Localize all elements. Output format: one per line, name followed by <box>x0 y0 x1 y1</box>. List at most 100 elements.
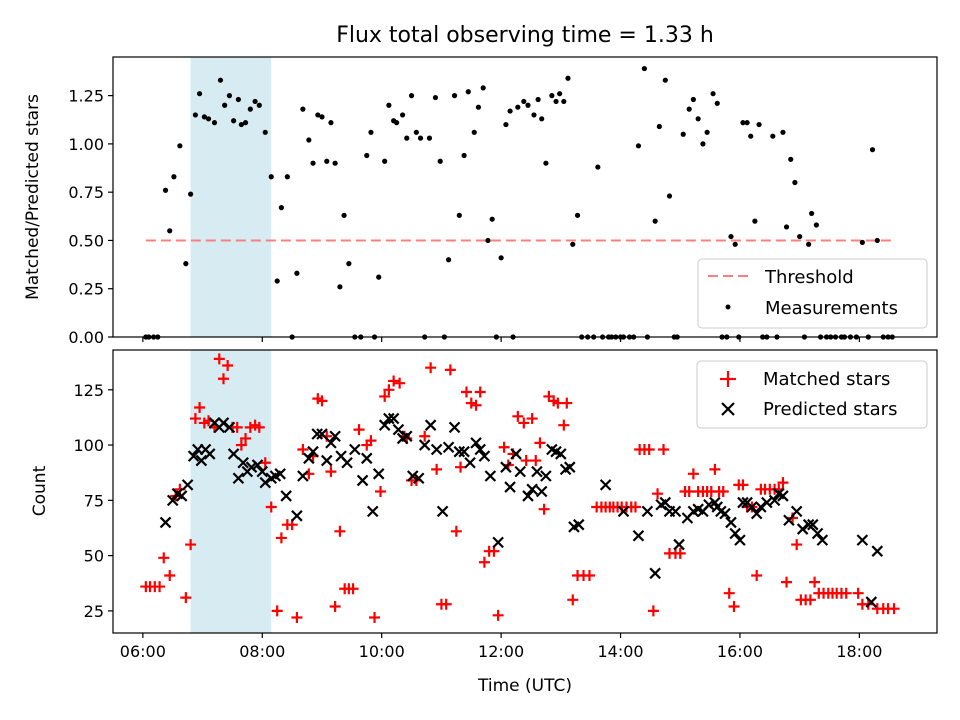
predicted-star-marker <box>378 419 391 431</box>
measurement-point <box>408 93 415 99</box>
predicted-star-marker <box>500 461 512 473</box>
measurement-point <box>680 131 686 137</box>
predicted-star-marker <box>251 459 264 471</box>
measurement-point <box>515 104 521 110</box>
predicted-star-marker <box>790 505 803 518</box>
predicted-star-marker <box>311 428 323 440</box>
measurement-point <box>465 89 471 95</box>
y-tick-label: 1.00 <box>68 135 104 154</box>
matched-star-marker <box>518 417 530 429</box>
matched-star-marker <box>291 612 303 624</box>
measurement-point <box>294 270 300 276</box>
x-tick-label: 08:00 <box>239 642 285 661</box>
matched-star-marker <box>222 359 234 371</box>
matched-star-marker <box>450 525 462 537</box>
predicted-star-marker <box>181 479 194 491</box>
measurement-point <box>859 239 865 245</box>
measurement-point <box>748 133 754 139</box>
measurement-point <box>792 179 798 186</box>
measurement-point <box>278 205 284 211</box>
matched-star-marker <box>375 486 387 497</box>
top-highlight-span <box>190 57 272 337</box>
measurement-point <box>226 93 233 99</box>
matched-star-marker <box>231 421 243 433</box>
bottom-panel: 25 50 75 100 125 06:00 08:00 10:00 12:00 14:00 16… <box>30 349 938 696</box>
matched-star-marker <box>567 594 579 606</box>
measurement-point <box>740 120 746 126</box>
matched-star-marker <box>583 570 595 582</box>
matched-star-marker <box>297 443 309 455</box>
bottom-legend: Matched stars Predicted stars <box>696 360 928 429</box>
predicted-star-marker <box>159 516 172 529</box>
measurement-point <box>574 212 581 218</box>
bottom-x-axis: 06:00 08:00 10:00 12:00 14:00 16:00 18:00 <box>120 633 882 661</box>
measurement-point <box>417 135 424 141</box>
y-tick-label: 0.50 <box>68 231 104 250</box>
measurement-point <box>445 257 452 263</box>
measurement-point <box>565 75 571 81</box>
predicted-star-marker <box>729 527 741 540</box>
measurement-point <box>770 133 776 139</box>
measurement-point <box>162 187 169 193</box>
measurement-point <box>183 261 189 267</box>
measurement-point <box>315 112 321 118</box>
matched-star-marker <box>388 375 400 387</box>
measurement-point <box>752 218 758 224</box>
predicted-star-marker <box>802 518 815 531</box>
matched-star-marker <box>512 410 524 422</box>
top-axes-frame <box>112 56 938 338</box>
matched-star-marker <box>347 583 359 595</box>
measurement-point <box>432 94 439 101</box>
matched-star-marker <box>440 598 452 610</box>
measurement-point <box>666 193 673 199</box>
x-tick-label: 06:00 <box>120 642 166 661</box>
matched-star-marker <box>717 486 729 497</box>
matched-star-marker <box>498 441 510 453</box>
matched-star-marker <box>737 479 749 491</box>
measurement-point <box>485 237 491 244</box>
measurement-point <box>256 102 262 108</box>
bottom-y-axis-label: Count <box>30 465 50 516</box>
measurement-point <box>376 274 382 280</box>
measurement-point <box>167 228 173 234</box>
matched-star-marker <box>369 612 381 624</box>
matched-star-marker <box>394 377 406 389</box>
measurement-point <box>399 112 406 118</box>
measurement-point <box>461 152 467 159</box>
y-tick-label: 25 <box>84 602 104 621</box>
matched-star-marker <box>558 419 570 431</box>
measurement-point <box>235 96 241 103</box>
measurement-point <box>324 158 330 164</box>
predicted-star-marker <box>504 481 516 493</box>
measurement-point <box>806 241 812 247</box>
matched-star-marker <box>275 532 287 544</box>
matched-star-marker <box>629 501 641 513</box>
predicted-star-marker <box>418 439 431 451</box>
measurement-point <box>561 98 567 105</box>
y-tick-label: 50 <box>84 547 104 566</box>
matched-star-marker <box>534 437 546 449</box>
matched-star-marker <box>777 477 789 489</box>
predicted-star-marker <box>329 430 341 443</box>
measurement-point <box>788 156 794 162</box>
measurement-point <box>744 120 750 126</box>
matched-star-marker <box>379 390 391 402</box>
matched-star-marker <box>431 463 443 475</box>
matched-star-marker <box>470 399 482 411</box>
predicted-star-marker <box>291 510 303 522</box>
measurement-point <box>728 233 734 240</box>
predicted-star-marker <box>484 470 497 482</box>
predicted-star-marker <box>673 538 685 551</box>
predicted-star-marker <box>641 505 654 518</box>
measurement-point <box>368 129 374 135</box>
measurement-point <box>813 222 819 228</box>
matched-star-marker <box>235 439 247 451</box>
matched-star-marker <box>561 397 573 409</box>
matched-star-marker <box>329 600 341 612</box>
matched-star-marker <box>213 353 225 365</box>
matched-star-marker <box>538 503 550 515</box>
predicted-star-marker <box>274 468 286 480</box>
bottom-axes-frame <box>112 349 938 634</box>
measurement-point <box>695 116 701 122</box>
matched-star-marker <box>383 384 395 396</box>
